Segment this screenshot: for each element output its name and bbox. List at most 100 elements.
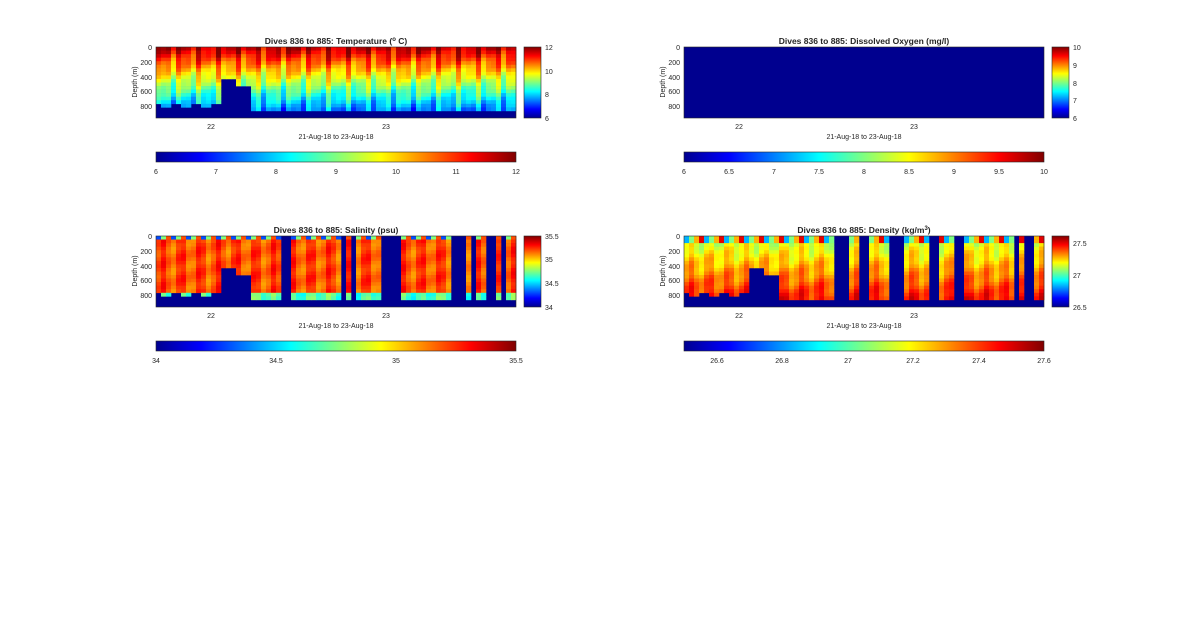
density-heatmap-cell — [974, 278, 980, 283]
density-heatmap-cell — [969, 292, 975, 297]
salinity-heatmap-cell — [236, 260, 242, 265]
temperature-heatmap-cell — [201, 78, 207, 83]
density-heatmap-cell — [944, 271, 950, 276]
density-heatmap-cell — [819, 292, 825, 297]
temperature-heatmap-cell — [241, 50, 247, 55]
temperature-heatmap-cell — [341, 75, 347, 80]
salinity-heatmap-cell — [296, 282, 302, 286]
temperature-heatmap-cell — [431, 89, 437, 94]
temperature-heatmap-cell — [376, 61, 382, 66]
temperature-heatmap-cell — [456, 64, 462, 69]
density-heatmap-cell — [824, 267, 830, 272]
salinity-heatmap-cell — [236, 239, 242, 244]
salinity-heatmap-cell — [201, 282, 207, 286]
temperature-heatmap-cell — [436, 71, 442, 76]
temperature-heatmap-cell — [266, 57, 272, 62]
density-heatmap-cell — [984, 292, 990, 297]
density-heatmap-cell — [804, 282, 810, 286]
density-heatmap-cell — [944, 257, 950, 262]
density-heatmap-cell — [1019, 243, 1025, 247]
temperature-heatmap-cell — [321, 78, 327, 83]
density-heatmap-cell — [914, 264, 920, 269]
temperature-heatmap-cell — [311, 54, 317, 58]
salinity-heatmap-cell — [476, 239, 482, 244]
salinity-heatmap-cell — [321, 243, 327, 247]
salinity-heatmap-cell — [326, 271, 332, 276]
salinity-heatmap-cell — [221, 253, 227, 258]
temperature-heatmap-cell — [181, 89, 187, 94]
salinity-heatmap-cell — [306, 282, 312, 286]
salinity-heatmap-cell — [346, 271, 352, 276]
temperature-heatmap-cell — [246, 78, 252, 83]
temperature-heatmap-cell — [351, 57, 357, 62]
density-heatmap-cell — [724, 285, 730, 290]
temperature-heatmap-cell — [156, 68, 162, 73]
temperature-heatmap-cell — [331, 68, 337, 73]
density-heatmap-cell — [904, 257, 910, 262]
salinity-heatmap-cell — [256, 260, 262, 265]
density-heatmap-cell — [689, 260, 695, 265]
salinity-heatmap-cell — [371, 253, 377, 258]
salinity-heatmap-cell — [196, 264, 202, 269]
temperature-heatmap-cell — [421, 82, 427, 87]
density-heatmap-cell — [819, 296, 825, 301]
temperature-heatmap-cell — [486, 86, 492, 90]
salinity-heatmap-cell — [376, 264, 382, 269]
salinity-heatmap-cell — [276, 243, 282, 247]
temperature-heatmap-cell — [416, 89, 422, 94]
density-heatmap-cell — [814, 296, 820, 301]
density-heatmap-cell — [779, 278, 785, 283]
temperature-heatmap-cell — [261, 71, 267, 76]
temperature-heatmap-cell — [386, 89, 392, 94]
salinity-heatmap-cell — [361, 253, 367, 258]
salinity-heatmap-cell — [211, 275, 217, 279]
temperature-heatmap-cell — [401, 64, 407, 69]
density-heatmap-cell — [699, 285, 705, 290]
temperature-heatmap-cell — [356, 107, 362, 112]
density-heatmap-cell — [804, 292, 810, 297]
salinity-heatmap-cell — [156, 267, 162, 272]
density-heatmap-cell — [1004, 275, 1010, 279]
temperature-heatmap-cell — [216, 93, 222, 97]
temperature-heatmap-cell — [326, 96, 332, 101]
density-heatmap-cell — [869, 289, 875, 294]
salinity-heatmap-cell — [406, 257, 412, 262]
density-heatmap-cell — [814, 289, 820, 294]
density-heatmap-cell — [949, 282, 955, 286]
salinity-heatmap-cell — [276, 250, 282, 255]
density-heatmap-cell — [709, 250, 715, 255]
salinity-heatmap-cell — [261, 285, 267, 290]
temperature-heatmap-cell — [501, 57, 507, 62]
temperature-heatmap-cell — [186, 68, 192, 73]
temperature-heatmap-cell — [351, 47, 357, 51]
salinity-heatmap-cell — [496, 236, 502, 240]
temperature-heatmap-cell — [216, 57, 222, 62]
salinity-heatmap-cell — [301, 239, 307, 244]
salinity-heatmap-cell — [356, 267, 362, 272]
salinity-heatmap-cell — [411, 246, 417, 251]
temperature-heatmap-cell — [471, 93, 477, 97]
oxygen-xlabel: 21-Aug-18 to 23-Aug-18 — [826, 134, 901, 141]
temperature-heatmap-cell — [251, 54, 257, 58]
temperature-heatmap-cell — [371, 100, 377, 105]
density-heatmap-cell — [764, 264, 770, 269]
temperature-heatmap-cell — [441, 89, 447, 94]
temperature-heatmap-cell — [401, 107, 407, 112]
salinity-heatmap-cell — [326, 236, 332, 240]
density-heatmap-cell — [774, 257, 780, 262]
temperature-heatmap-cell — [326, 86, 332, 90]
temperature-heatmap-cell — [176, 64, 182, 69]
density-heatmap-cell — [814, 253, 820, 258]
salinity-heatmap-cell — [426, 264, 432, 269]
temperature-heatmap-cell — [291, 86, 297, 90]
temperature-heatmap-cell — [461, 103, 467, 108]
density-heatmap-cell — [979, 292, 985, 297]
temperature-heatmap-cell — [261, 75, 267, 80]
temperature-heatmap-cell — [236, 57, 242, 62]
temperature-heatmap-cell — [476, 107, 482, 112]
salinity-heatmap-cell — [331, 289, 337, 294]
salinity-heatmap-cell — [496, 253, 502, 258]
temperature-heatmap-cell — [246, 57, 252, 62]
density-heatmap-cell — [714, 239, 720, 244]
salinity-heatmap-cell — [326, 250, 332, 255]
